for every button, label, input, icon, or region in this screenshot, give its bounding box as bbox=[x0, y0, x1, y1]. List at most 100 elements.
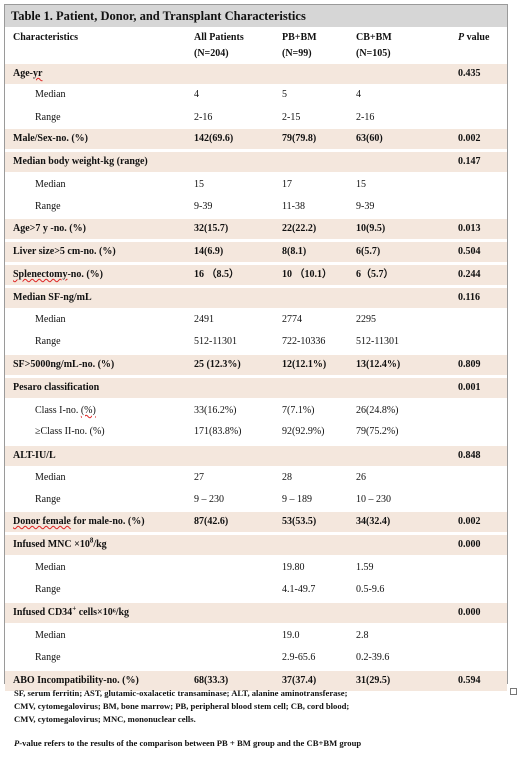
cell-p: 0.013 bbox=[458, 223, 481, 234]
cell-pb: 11-38 bbox=[282, 201, 305, 212]
cell-cb: 13(12.4%) bbox=[356, 359, 401, 370]
cell-p: 0.000 bbox=[458, 539, 481, 550]
cell-all: 87(42.6) bbox=[194, 516, 229, 527]
table-row: Range 512-11301 722-10336 512-11301 bbox=[5, 332, 507, 352]
cell-p: 0.435 bbox=[458, 68, 481, 79]
cell-pb: 4.1-49.7 bbox=[282, 584, 316, 595]
row-label: Range bbox=[35, 197, 61, 217]
cell-cb: 26(24.8%) bbox=[356, 405, 399, 416]
cell-cb: 6（5.7） bbox=[356, 269, 394, 280]
cell-p: 0.116 bbox=[458, 292, 480, 303]
table-row: Infused MNC ×108/kg 0.000 bbox=[5, 535, 507, 555]
row-label: Class I-no. (%) bbox=[35, 401, 96, 421]
header-pb-bm: PB+BM bbox=[282, 32, 317, 43]
header-cb-bm: CB+BM bbox=[356, 32, 392, 43]
cell-cb: 10 – 230 bbox=[356, 494, 391, 505]
row-label-text: Liver size>5 cm-no. (%) bbox=[13, 246, 116, 257]
cell-all: 4 bbox=[194, 89, 199, 100]
cell-all: 33(16.2%) bbox=[194, 405, 237, 416]
cell-pb: 8(8.1) bbox=[282, 246, 307, 257]
cell-p: 0.002 bbox=[458, 516, 481, 527]
row-label-superscript: + bbox=[72, 604, 77, 613]
cell-all: 512-11301 bbox=[194, 336, 237, 347]
table-row: Class I-no. (%) 33(16.2%) 7(7.1%) 26(24.8%) bbox=[5, 401, 507, 421]
row-label: SF>5000ng/mL-no. (%) bbox=[13, 355, 114, 375]
row-label-suffix: cells×10⁶/kg bbox=[76, 607, 130, 618]
table-row: Range 9 – 230 9 – 189 10 – 230 bbox=[5, 490, 507, 510]
row-label-text: Median body weight-kg (range) bbox=[13, 156, 148, 167]
corner-marker bbox=[510, 688, 517, 695]
row-label: ABO Incompatibility-no. (%) bbox=[13, 671, 139, 691]
row-label-text: Median bbox=[35, 314, 66, 325]
row-label: Donor female for male-no. (%) bbox=[13, 512, 145, 532]
cell-pb: 5 bbox=[282, 89, 287, 100]
cell-all: 2-16 bbox=[194, 112, 213, 123]
row-label-text: ABO Incompatibility-no. (%) bbox=[13, 675, 139, 686]
cell-p: 0.001 bbox=[458, 382, 481, 393]
row-label: Infused MNC ×108/kg bbox=[13, 535, 107, 555]
table-row: Infused CD34+ cells×10⁶/kg 0.000 bbox=[5, 603, 507, 623]
row-label-text: Median SF-ng/mL bbox=[13, 292, 92, 303]
row-label: Median SF-ng/mL bbox=[13, 288, 92, 308]
footnote-line-2: CMV, cytomegalovirus; BM, bone marrow; P… bbox=[14, 701, 350, 711]
table-row: Range 4.1-49.7 0.5-9.6 bbox=[5, 580, 507, 600]
row-label-text: Age>7 y -no. (%) bbox=[13, 223, 86, 234]
table-row: Range 9-39 11-38 9-39 bbox=[5, 197, 507, 217]
cell-cb: 26 bbox=[356, 472, 366, 483]
row-label-text: Range bbox=[35, 652, 61, 663]
row-label-text: Range bbox=[35, 201, 61, 212]
row-label-text: Infused MNC ×10 bbox=[13, 539, 90, 550]
header-cb-n: (N=105) bbox=[356, 48, 391, 59]
cell-pb: 92(92.9%) bbox=[282, 426, 325, 437]
cell-cb: 512-11301 bbox=[356, 336, 399, 347]
row-label: Median body weight-kg (range) bbox=[13, 152, 148, 172]
cell-cb: 15 bbox=[356, 179, 366, 190]
row-label: Age-yr bbox=[13, 64, 42, 84]
cell-all: 14(6.9) bbox=[194, 246, 224, 257]
row-label-text: Median bbox=[35, 630, 66, 641]
cell-cb: 9-39 bbox=[356, 201, 375, 212]
p-value-note: P-value refers to the results of the com… bbox=[14, 738, 361, 748]
header-p-rest: value bbox=[464, 32, 490, 43]
cell-p: 0.809 bbox=[458, 359, 481, 370]
row-label: Splenectomy-no. (%) bbox=[13, 265, 103, 285]
cell-all: 9-39 bbox=[194, 201, 213, 212]
row-label-text: Infused CD34 bbox=[13, 607, 73, 618]
row-label: Range bbox=[35, 648, 61, 668]
table-row: Range 2.9-65.6 0.2-39.6 bbox=[5, 648, 507, 668]
table-row: Median 4 5 4 bbox=[5, 85, 507, 105]
row-label: Median bbox=[35, 85, 66, 105]
table-title: Table 1. Patient, Donor, and Transplant … bbox=[5, 5, 507, 27]
table-row: Median body weight-kg (range) 0.147 bbox=[5, 152, 507, 172]
cell-p: 0.000 bbox=[458, 607, 481, 618]
header-p-value: P value bbox=[458, 32, 489, 43]
row-label-superscript: 8 bbox=[89, 536, 94, 545]
row-label: Median bbox=[35, 558, 66, 578]
row-label: ALT-IU/L bbox=[13, 446, 56, 466]
table-row: Median SF-ng/mL 0.116 bbox=[5, 288, 507, 308]
cell-cb: 10(9.5) bbox=[356, 223, 386, 234]
header-all-n: (N=204) bbox=[194, 48, 229, 59]
row-label: Infused CD34+ cells×10⁶/kg bbox=[13, 603, 129, 623]
cell-all: 142(69.6) bbox=[194, 133, 234, 144]
row-label: Range bbox=[35, 108, 61, 128]
cell-cb: 4 bbox=[356, 89, 361, 100]
cell-pb: 53(53.5) bbox=[282, 516, 317, 527]
table-row: Median 19.0 2.8 bbox=[5, 626, 507, 646]
row-label-text: Range bbox=[35, 336, 61, 347]
p-value-note-text: -value refers to the results of the comp… bbox=[19, 738, 362, 748]
cell-cb: 2295 bbox=[356, 314, 376, 325]
cell-all: 171(83.8%) bbox=[194, 426, 242, 437]
row-label-suffix: /kg bbox=[93, 539, 107, 550]
header-all-patients: All Patients bbox=[194, 32, 244, 43]
row-label-text: Class I-no. (%) bbox=[35, 405, 96, 416]
row-label: Median bbox=[35, 175, 66, 195]
table-row: ABO Incompatibility-no. (%) 68(33.3) 37(37… bbox=[5, 671, 507, 691]
footnote-line-1: SF, serum ferritin; AST, glutamic-oxalac… bbox=[14, 688, 348, 698]
row-label-text: Range bbox=[35, 584, 61, 595]
table-row: Pesaro classification 0.001 bbox=[5, 378, 507, 398]
cell-cb: 34(32.4) bbox=[356, 516, 391, 527]
row-label: ≥Class II-no. (%) bbox=[35, 422, 105, 442]
cell-pb: 19.80 bbox=[282, 562, 305, 573]
cell-pb: 9 – 189 bbox=[282, 494, 312, 505]
